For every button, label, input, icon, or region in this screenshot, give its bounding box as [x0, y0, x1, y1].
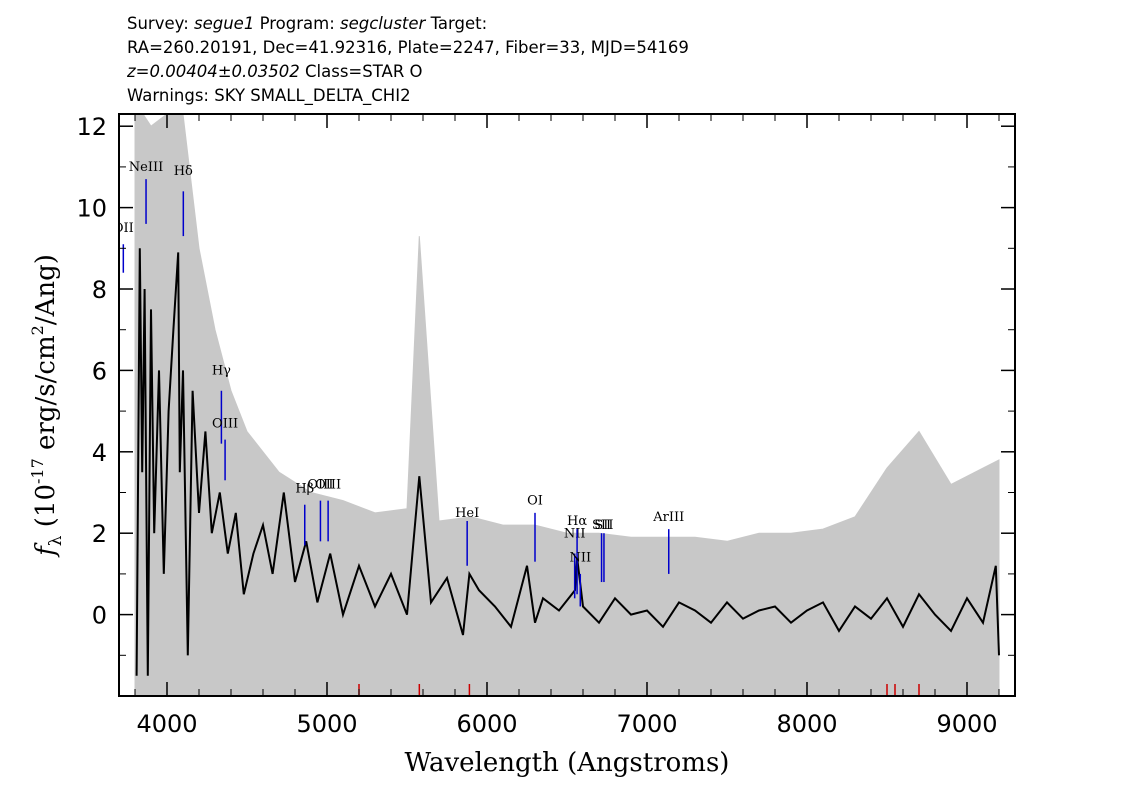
spectrum-header: Survey: segue1 Program: segcluster Targe…: [127, 12, 689, 108]
redshift-value: z=0.00404±0.03502: [127, 62, 300, 81]
header-line-redshift: z=0.00404±0.03502 Class=STAR O: [127, 60, 689, 84]
emission-line-label: OIII: [315, 477, 341, 492]
header-line-survey: Survey: segue1 Program: segcluster Targe…: [127, 12, 689, 36]
y-tick-label: 10: [76, 195, 107, 223]
emission-line-label: OIII: [212, 416, 238, 431]
y-tick-label: 12: [76, 113, 107, 141]
y-axis-unit-a: (10: [31, 484, 61, 536]
y-axis-unit-b: erg/s/cm: [31, 335, 61, 458]
y-tick-label: 2: [92, 520, 107, 548]
y-axis-exponent-1: -17: [28, 458, 47, 484]
program-name: segcluster: [340, 14, 426, 33]
survey-name: segue1: [194, 14, 255, 33]
x-tick-label: 4000: [136, 710, 197, 738]
y-tick-label: 8: [92, 276, 107, 304]
y-axis-subscript: λ: [46, 535, 66, 546]
emission-line-label: OII: [113, 221, 134, 236]
emission-line-label: NII: [569, 551, 591, 566]
flux-series-group: [135, 248, 1000, 676]
emission-line-label: HeI: [455, 506, 479, 521]
program-prefix: Program:: [254, 14, 340, 33]
emission-line-label: Hβ: [295, 482, 314, 497]
x-tick-label: 8000: [776, 710, 837, 738]
axes-group: 4000 5000 6000 7000 8000 9000 0 2 4 6 8 10 12: [76, 113, 1015, 738]
target-prefix: Target:: [425, 14, 488, 33]
y-axis-exponent-2: 2: [28, 325, 47, 335]
emission-line-label: Hγ: [212, 363, 231, 378]
emission-line-label: SII: [592, 518, 611, 533]
header-line-warnings: Warnings: SKY SMALL_DELTA_CHI2: [127, 86, 411, 105]
emission-line-label: OI: [527, 494, 543, 509]
y-tick-label: 6: [92, 357, 107, 385]
object-class: Class=STAR O: [299, 62, 423, 81]
x-axis-title: Wavelength (Angstroms): [405, 748, 730, 778]
y-tick-label: 4: [92, 439, 107, 467]
emission-line-label: OIII: [307, 477, 333, 492]
plot-frame: [118, 113, 1016, 697]
emission-line-label: ArIII: [652, 510, 684, 525]
survey-prefix: Survey:: [127, 14, 194, 33]
emission-line-label: Hα: [567, 514, 587, 529]
flux-line: [135, 248, 1000, 676]
emission-line-label: NII: [564, 526, 586, 541]
error-band: [134, 114, 1000, 696]
x-tick-label: 9000: [936, 710, 997, 738]
x-tick-label: 7000: [616, 710, 677, 738]
y-axis-unit-c: /Ang): [31, 254, 61, 325]
emission-line-label: Hδ: [174, 164, 193, 179]
x-tick-label: 5000: [296, 710, 357, 738]
header-line-coordinates: RA=260.20191, Dec=41.92316, Plate=2247, …: [127, 38, 689, 57]
y-tick-label: 0: [92, 602, 107, 630]
y-axis-title: fλ (10-17 erg/s/cm2/Ang): [28, 254, 66, 558]
emission-line-label: SII: [594, 518, 613, 533]
error-series-group: [134, 114, 1000, 696]
emission-line-label: NeIII: [129, 160, 163, 175]
x-tick-label: 6000: [456, 710, 517, 738]
